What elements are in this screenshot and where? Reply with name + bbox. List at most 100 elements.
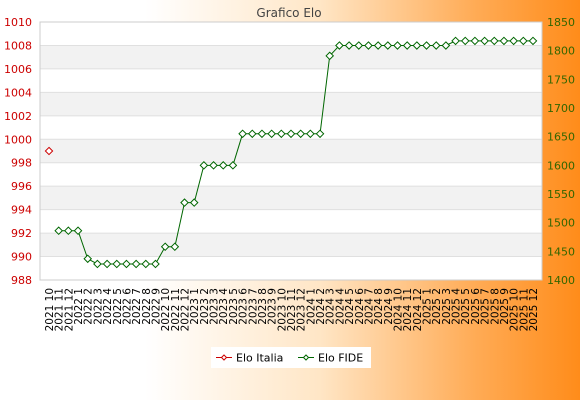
right-tick-label: 1750 bbox=[547, 73, 575, 86]
x-tick-label: 2022 11 bbox=[170, 288, 182, 331]
x-tick-label: 2024 12 bbox=[412, 288, 424, 331]
data-point bbox=[267, 129, 276, 139]
right-tick-label: 1850 bbox=[547, 16, 575, 29]
x-tick-label: 2023 12 bbox=[296, 288, 308, 331]
left-tick-label: 998 bbox=[11, 157, 32, 170]
data-point bbox=[93, 259, 102, 269]
plot-band bbox=[40, 139, 542, 163]
data-point bbox=[296, 129, 305, 139]
x-tick-label: 2025 8 bbox=[489, 288, 501, 325]
legend: Elo Italia Elo FIDE bbox=[211, 347, 371, 368]
x-tick-label: 2021 12 bbox=[63, 288, 75, 331]
right-tick-label: 1600 bbox=[547, 159, 575, 172]
data-point bbox=[519, 36, 528, 46]
plot-band bbox=[40, 68, 542, 93]
data-point bbox=[431, 41, 441, 50]
data-point bbox=[277, 129, 286, 139]
data-point bbox=[228, 161, 238, 170]
x-tick-label: 2022 5 bbox=[112, 288, 124, 325]
x-tick-label: 2022 9 bbox=[150, 288, 162, 325]
series-layer bbox=[44, 36, 538, 269]
data-point bbox=[373, 41, 383, 50]
x-tick-label: 2021 11 bbox=[54, 288, 66, 331]
data-point bbox=[54, 226, 63, 236]
x-tick-label: 2025 6 bbox=[470, 288, 482, 325]
left-tick-label: 994 bbox=[11, 204, 32, 217]
data-point bbox=[64, 226, 73, 236]
left-tick-label: 1010 bbox=[4, 16, 32, 29]
x-tick-label: 2024 2 bbox=[315, 288, 327, 325]
data-point bbox=[209, 161, 218, 170]
plot-band bbox=[40, 233, 542, 257]
x-tick-label: 2023 8 bbox=[257, 288, 269, 325]
right-tick-label: 1550 bbox=[547, 188, 575, 201]
data-point bbox=[199, 161, 209, 170]
data-point bbox=[422, 41, 431, 50]
x-tick-label: 2025 2 bbox=[431, 288, 443, 325]
x-tick-label: 2022 12 bbox=[180, 288, 192, 331]
left-tick-label: 1002 bbox=[4, 110, 32, 123]
x-tick-label: 2023 6 bbox=[238, 288, 250, 325]
data-point bbox=[131, 259, 141, 269]
data-point bbox=[315, 129, 325, 139]
x-tick-label: 2024 11 bbox=[402, 288, 414, 331]
chart-title: Grafico Elo bbox=[256, 6, 321, 20]
data-point bbox=[257, 129, 267, 139]
data-point bbox=[286, 129, 296, 139]
data-point bbox=[170, 242, 180, 252]
data-point bbox=[73, 226, 83, 236]
x-tick-label: 2023 5 bbox=[228, 288, 240, 325]
x-tick-label: 2023 10 bbox=[276, 288, 288, 331]
x-tick-label: 2022 7 bbox=[131, 288, 143, 325]
x-tick-label: 2025 4 bbox=[451, 288, 463, 325]
x-tick-label: 2023 3 bbox=[209, 288, 221, 325]
x-tick-label: 2024 6 bbox=[354, 288, 366, 325]
right-tick-label: 1450 bbox=[547, 245, 575, 258]
plot-band bbox=[40, 22, 542, 46]
data-point bbox=[402, 41, 412, 50]
legend-fide-marker-icon bbox=[302, 354, 310, 361]
x-tick-label: 2024 1 bbox=[305, 288, 317, 325]
x-tick-label: 2024 7 bbox=[363, 288, 375, 325]
legend-item-elo-italia: Elo Italia bbox=[216, 352, 283, 365]
right-tick-label: 1700 bbox=[547, 102, 575, 115]
data-point bbox=[306, 129, 315, 139]
x-tick-label: 2024 9 bbox=[383, 288, 395, 325]
data-point bbox=[44, 146, 54, 156]
data-point bbox=[83, 254, 93, 264]
x-tick-label: 2023 4 bbox=[218, 288, 230, 325]
left-tick-label: 1004 bbox=[4, 86, 32, 99]
x-tick-label: 2024 8 bbox=[373, 288, 385, 325]
data-point bbox=[528, 36, 538, 46]
x-tick-label: 2025 9 bbox=[499, 288, 511, 325]
data-point bbox=[218, 161, 228, 170]
data-point bbox=[112, 259, 122, 269]
legend-fide-label: Elo FIDE bbox=[318, 352, 363, 365]
data-point bbox=[393, 41, 402, 50]
plot-background bbox=[40, 22, 542, 280]
legend-italia-marker-icon bbox=[220, 354, 228, 361]
plot-frame bbox=[39, 21, 543, 281]
left-tick-label: 1008 bbox=[4, 39, 32, 52]
left-tick-label: 988 bbox=[11, 274, 32, 287]
data-point bbox=[102, 259, 112, 269]
x-tick-label: 2021 10 bbox=[44, 288, 56, 331]
x-tick-label: 2025 12 bbox=[528, 288, 540, 331]
data-point bbox=[451, 36, 460, 46]
data-point bbox=[325, 51, 335, 61]
x-tick-label: 2025 7 bbox=[480, 288, 492, 325]
x-tick-label: 2022 10 bbox=[160, 288, 172, 331]
plot-band bbox=[40, 209, 542, 234]
x-tick-label: 2022 2 bbox=[83, 288, 95, 325]
x-tick-label: 2022 1 bbox=[73, 288, 85, 325]
data-point bbox=[354, 41, 364, 50]
data-point bbox=[509, 36, 518, 46]
data-point bbox=[441, 41, 451, 50]
data-point bbox=[247, 129, 257, 139]
data-point bbox=[189, 198, 199, 207]
right-axis: 1400 1450 1500 1550 1600 1650 1700 1750 1800 1850 bbox=[547, 16, 575, 287]
x-tick-label: 2023 11 bbox=[286, 288, 298, 331]
data-point bbox=[460, 36, 470, 46]
x-tick-label: 2025 1 bbox=[422, 288, 434, 325]
